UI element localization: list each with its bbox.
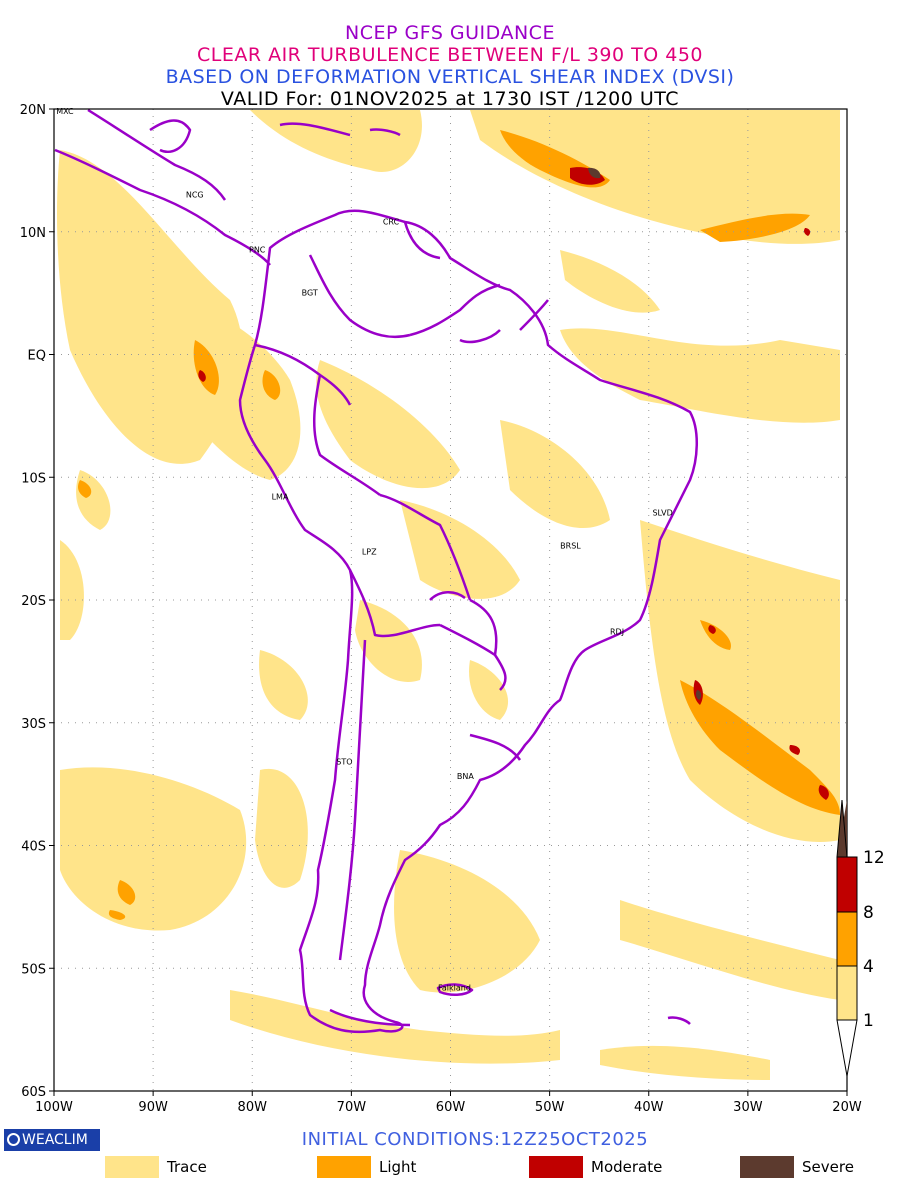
city-label-pnc: PNC [249,246,266,255]
city-label-crc: CRC [383,217,400,226]
lat-label-50s: 50S [21,962,46,977]
falkland-coast [436,983,474,996]
border-8 [429,591,466,601]
city-label-lma: LMA [272,492,289,501]
caribbean-islands [279,122,351,137]
city-label-sto: STO [336,757,352,766]
lon-label-50w: 50W [535,1100,565,1115]
city-label-rdj: RDJ [610,627,624,636]
brand-label: WEACLIM [22,1132,88,1148]
central-america-north [87,109,227,201]
border-uruguay [469,733,522,761]
city-label-mxc: MXC [56,107,74,116]
legend-swatch-severe [740,1156,794,1178]
city-label-ncg: NCG [186,190,204,199]
lon-label-40w: 40W [634,1100,664,1115]
city-label-lpz: LPZ [362,548,377,557]
border-10 [459,329,501,344]
lon-label-90w: 90W [138,1100,168,1115]
colorbar-bottom-arrow [836,1019,858,1077]
hispaniola [369,128,401,137]
colorbar: 12 8 4 1 [836,799,885,1077]
legend-swatch-trace [105,1156,159,1178]
legend-swatch-moderate [529,1156,583,1178]
colorbar-tick-4: 4 [863,957,874,977]
border-5 [348,569,441,638]
title-line-1: NCEP GFS GUIDANCE [345,22,555,44]
title-line-3: BASED ON DEFORMATION VERTICAL SHEAR INDE… [165,66,735,88]
axis-ticks [49,108,848,1096]
legend-label-severe: Severe [802,1158,854,1176]
yucatan [149,119,192,154]
legend-label-moderate: Moderate [591,1158,663,1176]
border-1 [308,254,411,339]
title-line-4: VALID For: 01NOV2025 at 1730 IST /1200 U… [220,88,680,110]
city-label-slvd: SLVD [652,508,672,517]
city-label-bna: BNA [457,772,474,781]
lat-label-10n: 10N [20,226,46,241]
lat-label-20n: 20N [20,103,46,118]
lon-label-100w: 100W [35,1100,73,1115]
lon-label-60w: 60W [436,1100,466,1115]
weaclim-logo: WEACLIM [4,1129,100,1151]
city-label-falkland: Falkland [438,983,471,992]
city-label-brsl: BRSL [560,541,581,550]
legend-swatch-light [317,1156,371,1178]
title-line-2: CLEAR AIR TURBULENCE BETWEEN F/L 390 TO … [196,44,704,66]
border-12 [403,221,441,260]
lat-label-10s: 10S [21,471,46,486]
lat-label-20s: 20S [21,594,46,609]
longitude-labels: 100W 90W 80W 70W 60W 50W 40W 30W 20W [35,1100,862,1115]
colorbar-moderate [836,856,858,913]
border-3 [312,374,381,497]
lat-label-eq: EQ [28,349,46,364]
tierra-del-fuego [329,1008,411,1027]
logo-ring-icon [7,1133,20,1146]
south-georgia [667,1016,691,1025]
border-9 [409,283,501,337]
legend-label-light: Light [379,1158,417,1176]
border-4 [379,493,472,601]
latitude-labels: 20N 10N EQ 10S 20S 30S 40S 50S 60S [20,103,46,1100]
lon-label-70w: 70W [337,1100,367,1115]
colorbar-tick-8: 8 [863,903,874,923]
border-11 [519,299,549,331]
lon-label-30w: 30W [733,1100,763,1115]
city-label-bgt: BGT [302,289,318,298]
lon-label-80w: 80W [238,1100,268,1115]
lat-label-30s: 30S [21,717,46,732]
city-labels: MXC NCG PNC CRC BGT LMA LPZ SLVD BRSL RDJ STO BNA Fa… [56,107,673,992]
colorbar-tick-12: 12 [863,848,885,868]
initial-conditions: INITIAL CONDITIONS:12Z25OCT2025 [301,1129,649,1150]
central-america-coast [54,148,271,266]
colorbar-light [836,911,858,967]
border-2 [254,343,352,406]
legend-label-trace: Trace [167,1158,207,1176]
border-7 [469,598,498,656]
colorbar-tick-1: 1 [863,1011,874,1031]
colorbar-trace [836,965,858,1021]
lat-label-60s: 60S [21,1085,46,1100]
coastlines [54,109,698,1034]
border-chile-arg [338,639,367,961]
lat-label-40s: 40S [21,840,46,855]
lon-label-20w: 20W [832,1100,862,1115]
